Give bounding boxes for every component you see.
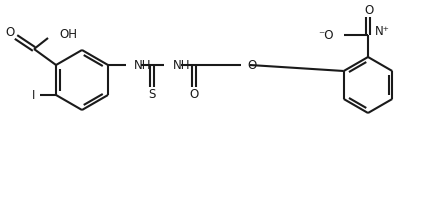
- Text: I: I: [32, 89, 36, 102]
- Text: O: O: [364, 4, 374, 16]
- Text: O: O: [247, 58, 256, 71]
- Text: OH: OH: [59, 28, 77, 41]
- Text: S: S: [148, 88, 156, 101]
- Text: N⁺: N⁺: [375, 25, 390, 37]
- Text: NH: NH: [173, 58, 190, 71]
- Text: ⁻O: ⁻O: [318, 29, 334, 42]
- Text: O: O: [190, 88, 198, 101]
- Text: NH: NH: [134, 58, 151, 71]
- Text: O: O: [6, 26, 15, 38]
